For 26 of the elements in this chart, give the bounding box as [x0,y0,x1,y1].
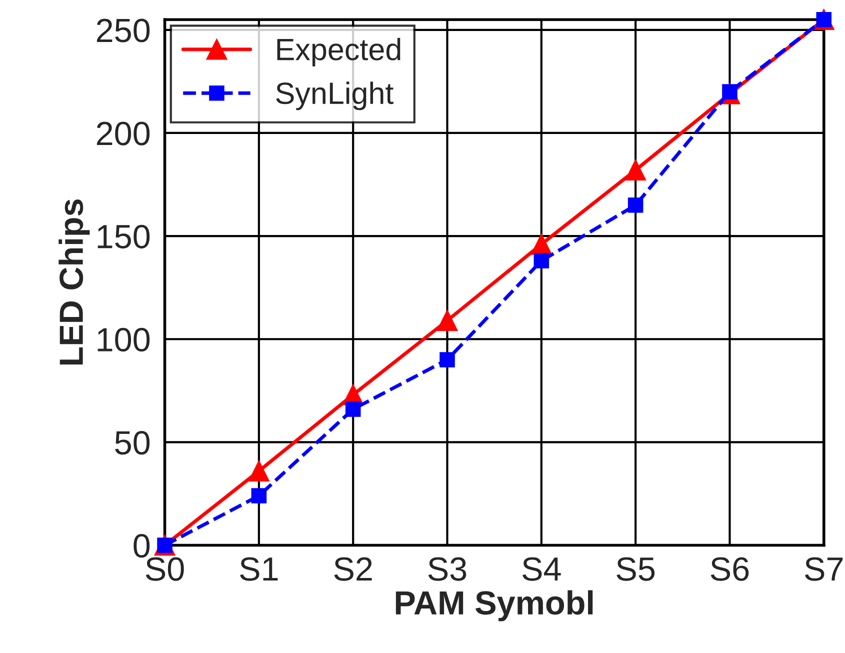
point [436,310,458,331]
x-axis-title: PAM Symobl [396,590,593,622]
point [628,197,644,213]
y-tick-label: 50 [115,430,150,455]
point [534,253,550,268]
y-tick-label: 100 [98,328,150,352]
x-tick-label: S4 [522,557,561,581]
y-tick-label: 250 [96,18,150,42]
point [248,460,270,482]
x-tick-label: S5 [616,557,655,581]
y-tick-label: 0 [134,534,150,558]
point [345,402,361,417]
x-tick-label: S2 [334,557,372,581]
legend-label: Expected [277,38,400,66]
legend-label: SynLight [276,82,394,110]
x-tick-label: S3 [428,557,466,581]
x-tick-label: S1 [240,557,278,581]
point [440,352,455,368]
x-tick-label: S0 [146,557,184,581]
y-axis-title: LED Chips [58,200,90,364]
point [251,488,267,504]
x-tick-label: S7 [805,557,843,581]
y-tick-label: 150 [98,224,150,248]
y-tick-label: 200 [96,122,150,146]
x-tick-label: S6 [710,557,749,581]
point [625,160,646,180]
